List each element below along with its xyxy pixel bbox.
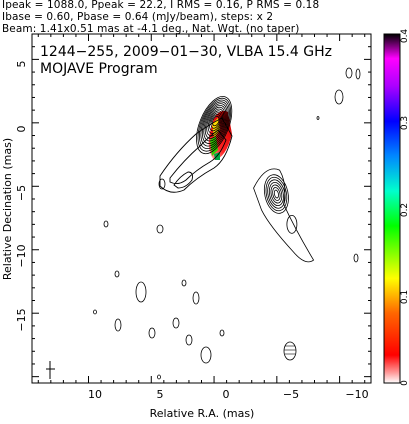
jet-knot: [173, 171, 193, 189]
noise-blob: [93, 309, 97, 315]
core-contour-ring: [210, 114, 221, 129]
core-contour-ring: [207, 110, 223, 134]
y-tick-label: −15: [15, 308, 28, 331]
colorbar-tick-label: 0.3: [400, 116, 409, 130]
west-contour-tail: [286, 214, 298, 234]
west-contour-ring: [270, 184, 283, 204]
header-line-1: Ipeak = 1088.0, Ppeak = 22.2, I RMS = 0.…: [2, 0, 320, 11]
plot-title: 1244−255, 2009−01−30, VLBA 15.4 GHz: [40, 44, 332, 60]
west-contour-ring: [273, 189, 279, 199]
jet-contours: [159, 117, 233, 193]
plot-subtitle: MOJAVE Program: [40, 61, 158, 77]
west-contour-ring: [265, 176, 288, 212]
x-tick-label: −10: [345, 388, 368, 401]
noise-blob: [219, 329, 225, 337]
x-axis-label: Relative R.A. (mas): [150, 407, 255, 420]
core-contour-ring: [209, 112, 222, 132]
noise-blob: [334, 89, 344, 105]
noise-blob: [135, 281, 147, 303]
x-tick-label: 5: [157, 388, 164, 401]
colorbar: [383, 33, 401, 384]
west-component-contours: [253, 168, 315, 263]
colorbar-tick-label: 0.4: [400, 29, 409, 44]
noise-blob: [353, 253, 359, 263]
core-contour-ring: [196, 96, 233, 155]
jet-contour-outer: [159, 117, 233, 193]
west-contour-ring: [267, 179, 286, 209]
colorbar-tick-label: 0.2: [400, 203, 409, 217]
x-tick-label: 10: [88, 388, 102, 401]
west-contour-outer: [253, 168, 315, 263]
core-contour-ring: [203, 105, 227, 142]
core-contour-ring: [199, 99, 230, 150]
lower-blob-hatching: [284, 345, 296, 355]
colorbar-tick-labels: 0 0.1 0.2 0.3 0.4: [400, 29, 409, 386]
core-contour-ring: [200, 101, 229, 147]
noise-blob: [114, 318, 122, 332]
x-tick-labels: 10 5 0 −5 −10: [88, 388, 369, 401]
header-line-3: Beam: 1.41x0.51 mas at -4.1 deg., Nat. W…: [2, 23, 300, 35]
west-contour-ring: [263, 174, 289, 214]
noise-contours: [93, 67, 361, 380]
noise-blob: [181, 279, 187, 287]
core-contour-ring: [201, 103, 228, 144]
colorbar-tick-label: 0: [400, 380, 409, 386]
noise-blob: [185, 334, 193, 346]
x-tick-label: −5: [283, 388, 299, 401]
y-tick-label: −5: [15, 185, 28, 201]
noise-blob: [355, 68, 361, 80]
core-contour-ring: [212, 115, 220, 127]
x-tick-label: 0: [223, 388, 230, 401]
axis-ticks: [32, 33, 400, 384]
west-contour-ring: [268, 181, 284, 207]
noise-blob: [172, 317, 180, 329]
noise-blob: [114, 270, 120, 278]
noise-blob: [157, 374, 161, 380]
beam-marker: [46, 361, 55, 379]
core-contour-ring: [206, 108, 225, 137]
radio-map: [93, 67, 361, 380]
header-line-2: Ibase = 0.60, Pbase = 0.64 (mJy/beam), s…: [2, 11, 274, 23]
plot-frame: [31, 33, 372, 384]
y-tick-label: 5: [15, 61, 28, 68]
noise-blob: [345, 67, 353, 79]
west-contour-ring: [272, 187, 281, 201]
noise-blob: [158, 178, 166, 190]
core-contours: [196, 96, 233, 155]
y-tick-label: −10: [15, 244, 28, 267]
noise-blob: [316, 116, 320, 120]
y-tick-labels: 5 0 −5 −10 −15: [15, 61, 28, 332]
jet-contour-inner: [169, 129, 227, 185]
noise-blob: [148, 327, 156, 339]
noise-blob: [283, 341, 297, 361]
y-tick-label: 0: [15, 126, 28, 133]
noise-blob: [103, 220, 109, 228]
core-contour-ring: [197, 97, 232, 152]
noise-blob: [156, 224, 164, 234]
noise-blob: [200, 346, 212, 364]
y-axis-label: Relative Decination (mas): [1, 138, 14, 280]
noise-blob: [192, 291, 200, 305]
colorbar-tick-label: 0.1: [400, 290, 409, 304]
